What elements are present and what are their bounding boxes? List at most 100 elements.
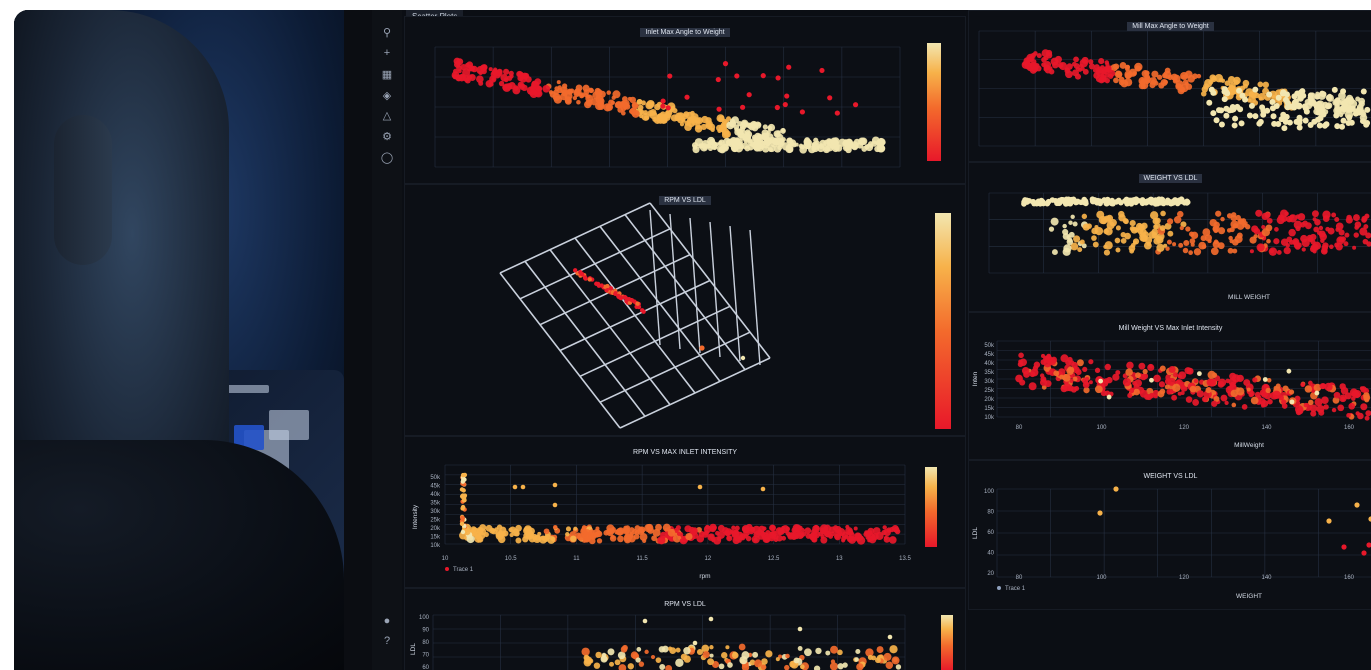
data-point <box>1285 243 1290 248</box>
data-point <box>739 126 746 132</box>
data-point <box>1360 88 1367 95</box>
data-point <box>768 147 773 152</box>
data-point <box>1039 198 1046 205</box>
data-point <box>683 647 691 655</box>
data-point <box>1256 243 1265 252</box>
data-point <box>1316 122 1323 129</box>
data-point <box>875 139 885 148</box>
data-point <box>1353 232 1359 238</box>
legend-label: Trace 1 <box>453 567 474 573</box>
compass-icon[interactable]: ◈ <box>382 90 392 102</box>
data-point <box>1207 239 1212 244</box>
data-point <box>1106 394 1112 400</box>
data-point <box>1314 390 1320 396</box>
panel-title: Mill Max Angle to Weight <box>1127 22 1214 31</box>
data-point <box>818 531 824 537</box>
data-point <box>758 533 765 540</box>
data-point <box>1300 234 1308 243</box>
help-icon[interactable]: ? <box>383 635 391 647</box>
data-point <box>1318 225 1324 231</box>
data-point <box>1033 200 1040 207</box>
data-point <box>1081 243 1087 249</box>
data-point <box>1360 386 1367 393</box>
data-point <box>1124 72 1131 79</box>
data-point <box>515 537 522 544</box>
data-point <box>1053 370 1060 377</box>
tick-label: 120 <box>1179 575 1190 581</box>
data-point <box>1307 94 1314 101</box>
data-point <box>548 90 554 95</box>
data-point <box>739 656 748 665</box>
data-point <box>635 657 641 663</box>
data-point <box>1077 67 1082 72</box>
gear-icon[interactable]: ⚙ <box>382 131 392 143</box>
data-point <box>1153 374 1161 383</box>
data-point <box>1159 225 1166 231</box>
data-point <box>702 650 710 659</box>
data-point <box>1096 198 1103 204</box>
data-point <box>534 534 541 541</box>
data-point <box>731 525 736 531</box>
tick-label: 100 <box>984 489 995 495</box>
shield-icon[interactable]: ◯ <box>380 152 394 164</box>
data-point <box>1073 235 1081 243</box>
dashboard-toolbar: ⚲ + ▦ ◈ △ ⚙ ◯ ● ? <box>372 10 403 670</box>
data-point <box>867 532 876 542</box>
data-point <box>1323 404 1329 410</box>
data-point <box>752 651 759 658</box>
data-point <box>1135 372 1141 379</box>
data-point <box>1172 197 1178 203</box>
plus-icon[interactable]: + <box>383 47 391 59</box>
data-point <box>1119 62 1127 69</box>
data-point <box>1246 387 1251 392</box>
data-point <box>1164 384 1170 390</box>
data-point <box>1019 358 1027 367</box>
data-point <box>1018 352 1024 359</box>
data-point <box>786 137 793 144</box>
data-point <box>512 484 518 490</box>
data-point <box>1366 241 1371 247</box>
bell-icon[interactable]: △ <box>382 110 392 122</box>
tick-label: 45k <box>984 352 995 358</box>
grid-icon[interactable]: ▦ <box>381 69 393 81</box>
data-point <box>639 114 644 119</box>
data-point <box>1172 242 1177 247</box>
data-point <box>743 529 750 537</box>
data-point <box>845 138 853 147</box>
data-point <box>625 531 634 540</box>
data-point <box>1148 230 1157 239</box>
data-point <box>462 75 470 82</box>
data-point <box>1208 378 1217 387</box>
data-point <box>536 86 542 92</box>
data-point <box>1229 372 1237 380</box>
data-point <box>1179 225 1184 231</box>
data-point <box>1348 402 1356 410</box>
data-point <box>1048 226 1055 232</box>
data-point <box>1249 236 1257 244</box>
data-point <box>1073 63 1080 70</box>
panel-title: RPM VS MAX INLET INTENSITY <box>632 449 738 456</box>
tick-label: 30k <box>984 379 995 385</box>
data-point <box>1097 510 1103 516</box>
data-point <box>721 130 730 139</box>
data-point <box>1043 355 1050 363</box>
data-point <box>1051 249 1058 256</box>
data-point <box>1334 97 1341 104</box>
avatar-icon[interactable]: ● <box>383 615 391 627</box>
data-point <box>1271 120 1278 127</box>
data-point <box>1068 231 1075 238</box>
data-point <box>1247 98 1252 103</box>
data-point <box>606 90 612 95</box>
search-icon[interactable]: ⚲ <box>382 27 392 39</box>
data-point <box>1282 118 1289 125</box>
data-point <box>1368 516 1371 522</box>
data-point <box>1070 214 1075 220</box>
panel-title: RPM VS LDL <box>659 196 711 205</box>
data-point <box>676 531 682 537</box>
grid-line <box>749 229 761 366</box>
data-point <box>491 69 498 76</box>
data-point <box>1236 374 1244 382</box>
data-point <box>784 664 790 670</box>
data-point <box>1365 410 1371 417</box>
data-point <box>1190 242 1195 247</box>
